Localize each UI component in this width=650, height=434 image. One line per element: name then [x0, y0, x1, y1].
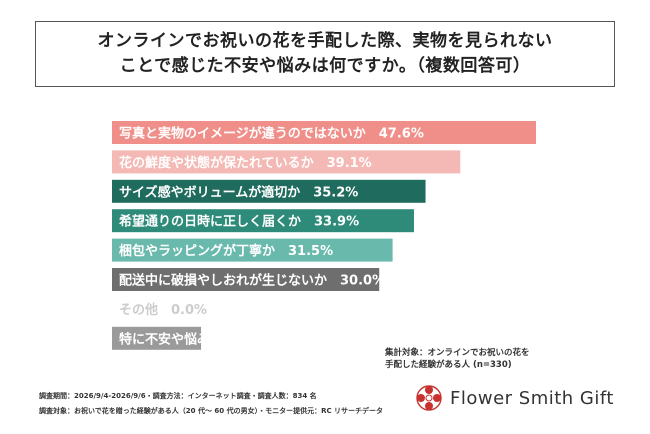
bar-label-8: 特に不安や悩みはなかった 10.0% [119, 331, 333, 347]
bar-4 [112, 209, 414, 233]
brand: Flower Smith Gift [416, 385, 614, 411]
survey-period-text: 調査期間：2026/9/4-2026/9/6・調査方法：インターネット調査・調査… [39, 392, 317, 400]
title-line-1: オンラインでお祝いの花を手配した際、実物を見られない [97, 31, 553, 51]
sample-note-line-2: 手配した経験がある人 (n=330) [385, 360, 512, 370]
title-line-2: ことで感じた不安や悩みは何ですか。（複数回答可） [119, 56, 531, 76]
flower-logo-icon [416, 385, 442, 411]
bar-1 [112, 121, 536, 144]
bar-8 [112, 326, 202, 350]
bar-3 [112, 179, 426, 203]
bar-label-4: 希望通りの日時に正しく届くか 33.9% [119, 214, 359, 230]
bar-label-2: 花の鮮度や状態が保たれているか 39.1% [119, 155, 372, 171]
bar-label-6: 配送中に破損やしおれが生じないか 30.0% [119, 273, 385, 289]
bar-5 [112, 238, 393, 262]
bar-label-1: 写真と実物のイメージが違うのではないか 47.6% [119, 126, 424, 142]
title-box: オンラインでお祝いの花を手配した際、実物を見られない ことで感じた不安や悩みは何… [35, 21, 615, 87]
bar-2 [112, 150, 461, 174]
survey-target-text: 調査対象：お祝いで花を贈った経験がある人（20 代～ 60 代の男女）・モニター… [39, 407, 384, 415]
bar-6 [112, 268, 380, 291]
bar-label-5: 梱包やラッピングが丁寧か 31.5% [119, 243, 333, 259]
bar-label-7: その他 0.0% [119, 302, 207, 318]
sample-note: 集計対象：オンラインでお祝いの花を 手配した経験がある人 (n=330) [385, 347, 530, 371]
brand-name: Flower Smith Gift [450, 387, 614, 409]
bar-label-3: サイズ感やボリュームが適切か 35.2% [119, 184, 358, 200]
sample-note-line-1: 集計対象：オンラインでお祝いの花を [385, 348, 530, 358]
